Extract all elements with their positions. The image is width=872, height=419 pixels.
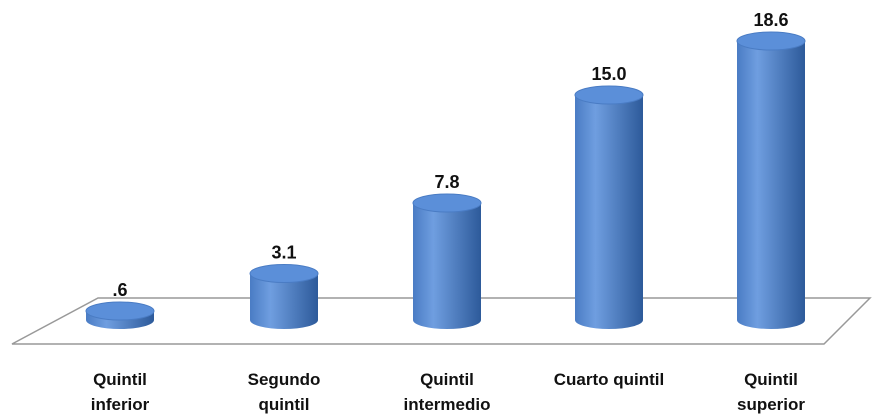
category-label-line: Quintil xyxy=(744,370,798,389)
data-label-1: .6 xyxy=(112,280,127,300)
category-label-1: Quintil inferior xyxy=(91,370,150,414)
data-label-5: 18.6 xyxy=(753,10,788,30)
category-label-line: intermedio xyxy=(404,395,491,414)
category-label-line: inferior xyxy=(91,395,150,414)
bar-body xyxy=(413,203,481,329)
value-labels-group: .6 3.1 7.8 15.0 18.6 xyxy=(112,10,788,300)
bar-top xyxy=(85,301,155,321)
bars-group xyxy=(85,31,806,329)
category-label-5: Quintil superior xyxy=(737,370,805,414)
category-label-line: Cuarto quintil xyxy=(554,370,664,389)
bar-4 xyxy=(574,85,644,329)
data-label-3: 7.8 xyxy=(434,172,459,192)
data-label-4: 15.0 xyxy=(591,64,626,84)
bar-top xyxy=(249,264,319,283)
category-label-line: Quintil xyxy=(420,370,474,389)
category-label-4: Cuarto quintil xyxy=(554,370,664,389)
bar-body xyxy=(575,95,643,329)
category-label-line: Quintil xyxy=(93,370,147,389)
category-label-line: quintil xyxy=(259,395,310,414)
bar-body xyxy=(737,41,805,329)
bar-1 xyxy=(85,301,155,329)
bar-body xyxy=(250,273,318,329)
bar-5 xyxy=(736,31,806,329)
category-label-line: superior xyxy=(737,395,805,414)
data-label-2: 3.1 xyxy=(271,243,296,263)
bar-top xyxy=(736,31,806,51)
chart-floor xyxy=(11,297,872,345)
category-label-3: Quintil intermedio xyxy=(404,370,491,414)
category-labels-group: Quintil inferior Segundo quintil Quintil inte… xyxy=(91,370,806,414)
bar-top xyxy=(574,85,644,105)
bar-3 xyxy=(412,193,482,329)
category-label-line: Segundo xyxy=(248,370,321,389)
bar-2 xyxy=(249,264,319,329)
bar-top xyxy=(412,193,482,213)
category-label-2: Segundo quintil xyxy=(248,370,321,414)
